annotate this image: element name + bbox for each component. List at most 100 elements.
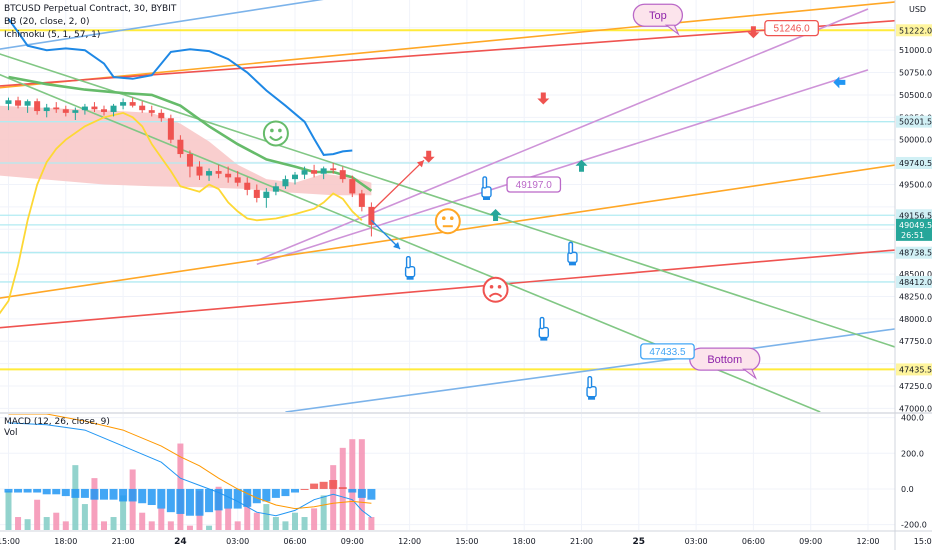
- face-outline: [434, 208, 461, 235]
- signal-arrow-shape: [575, 159, 588, 172]
- main-pane: Top Bottom 51246.0 49197.0 47433.5: [0, 0, 895, 412]
- candle-body: [120, 102, 127, 106]
- callout-bubble: [632, 3, 684, 27]
- candle-body: [225, 173, 232, 178]
- trend-line: [0, 0, 324, 50]
- volume-bar: [62, 521, 69, 530]
- candle-body: [43, 107, 50, 112]
- hand-palm: [567, 251, 578, 264]
- volume-bar: [120, 495, 127, 530]
- hand-palm: [586, 386, 597, 398]
- macd-histogram-bar: [271, 488, 280, 498]
- volume-bar: [110, 517, 117, 530]
- hand-finger: [587, 376, 593, 389]
- face-outline: [482, 276, 509, 303]
- candle-body: [167, 118, 174, 140]
- candle-body: [272, 186, 279, 192]
- macd-histogram-bar: [348, 488, 357, 493]
- volume-bar: [81, 504, 88, 530]
- pointing-hand-icon: [586, 376, 597, 400]
- candle-body: [368, 206, 375, 225]
- candle-countdown-text: 26:51: [901, 231, 924, 240]
- time-tick-label: 25: [633, 537, 646, 547]
- trend-line: [0, 249, 895, 329]
- signal-arrow-icon: [422, 150, 435, 163]
- macd-histogram-bar: [61, 488, 70, 497]
- time-tick-label: 15:00: [455, 537, 478, 546]
- price-badge-text: 49740.5: [899, 159, 932, 168]
- face-eye: [497, 284, 502, 289]
- candle-body: [72, 110, 79, 113]
- callout-text: Bottom: [707, 354, 742, 366]
- macd-histogram-bar: [319, 481, 328, 489]
- hand-finger: [405, 255, 411, 269]
- face-mouth: [269, 135, 283, 141]
- macd-histogram-bar: [71, 488, 80, 498]
- candle-body: [320, 168, 327, 174]
- macd-histogram-bar: [33, 488, 42, 493]
- volume-bar: [225, 508, 232, 530]
- macd-histogram-bar: [252, 488, 261, 504]
- macd-histogram-bar: [329, 480, 338, 489]
- trend-line: [0, 53, 895, 348]
- signal-arrow-icon: [747, 26, 760, 39]
- macd-histogram-bar: [233, 488, 242, 509]
- hand-palm: [404, 265, 416, 278]
- volume-bar: [139, 512, 146, 530]
- volume-bar: [24, 519, 31, 530]
- candle-body: [282, 179, 289, 187]
- volume-bar: [177, 443, 184, 530]
- candle-body: [177, 139, 184, 155]
- bb-legend: BB (20, close, 2, 0): [4, 17, 90, 27]
- macd-histogram-bar: [119, 488, 128, 502]
- macd-histogram-bar: [281, 488, 290, 497]
- hand-finger: [568, 241, 574, 255]
- bb-upper-line: [7, 18, 353, 156]
- volume-bar: [330, 465, 337, 530]
- signal-arrow-shape: [747, 26, 760, 39]
- price-badge-text: 47435.5: [899, 365, 932, 374]
- hand-cuff: [540, 337, 548, 341]
- macd-histogram-bar: [262, 488, 271, 502]
- hand-cuff: [588, 396, 596, 400]
- signal-arrow-shape: [537, 92, 550, 105]
- trend-line: [285, 328, 895, 412]
- candle-body: [234, 177, 241, 183]
- candle-body: [24, 101, 31, 106]
- time-tick-label: 03:00: [685, 537, 708, 546]
- price-badge-text: 51222.0: [899, 26, 932, 35]
- candle-body: [129, 102, 136, 106]
- volume-bar: [158, 508, 165, 530]
- price-label-box: [640, 343, 695, 360]
- macd-histogram-bar: [224, 488, 233, 509]
- candle-body: [62, 109, 69, 113]
- macd-histogram-bar: [109, 488, 118, 500]
- price-badge-text: 48412.0: [899, 278, 932, 287]
- macd-histogram-bar: [185, 488, 194, 516]
- volume-bar: [167, 521, 174, 530]
- face-eye: [489, 284, 494, 289]
- candle-body: [91, 106, 98, 110]
- candle-body: [215, 171, 222, 174]
- signal-arrow-icon: [489, 208, 502, 221]
- callout-tail: [664, 24, 680, 36]
- price-badge-box: [896, 275, 932, 288]
- hand-cuff: [406, 276, 414, 280]
- candle-body: [206, 171, 213, 176]
- macd-histogram-bar: [300, 488, 309, 490]
- volume-bar: [244, 495, 251, 530]
- time-tick-label: 06:00: [283, 537, 306, 546]
- time-tick-label: 18:00: [513, 537, 536, 546]
- pointing-hand-icon: [538, 316, 549, 341]
- macd-histogram-bar: [138, 488, 147, 504]
- pointing-hand-icon: [404, 255, 416, 280]
- projection-arrow-down-head: [393, 241, 401, 249]
- sad-face-icon: [482, 276, 509, 303]
- volume-bar: [53, 512, 60, 530]
- candle-body: [148, 110, 155, 113]
- volume-bar: [272, 517, 279, 530]
- signal-arrow-icon: [575, 159, 588, 172]
- volume-bar: [186, 525, 193, 530]
